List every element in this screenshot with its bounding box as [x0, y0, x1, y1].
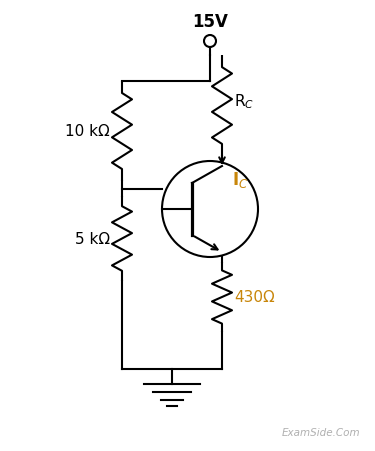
Text: 15V: 15V — [192, 13, 228, 31]
Text: I$_C$: I$_C$ — [232, 170, 249, 189]
Text: 430Ω: 430Ω — [234, 290, 275, 305]
Text: R$_C$: R$_C$ — [234, 92, 254, 110]
Text: 10 kΩ: 10 kΩ — [65, 124, 110, 139]
Text: 5 kΩ: 5 kΩ — [75, 231, 110, 246]
Text: ExamSide.Com: ExamSide.Com — [281, 427, 360, 437]
